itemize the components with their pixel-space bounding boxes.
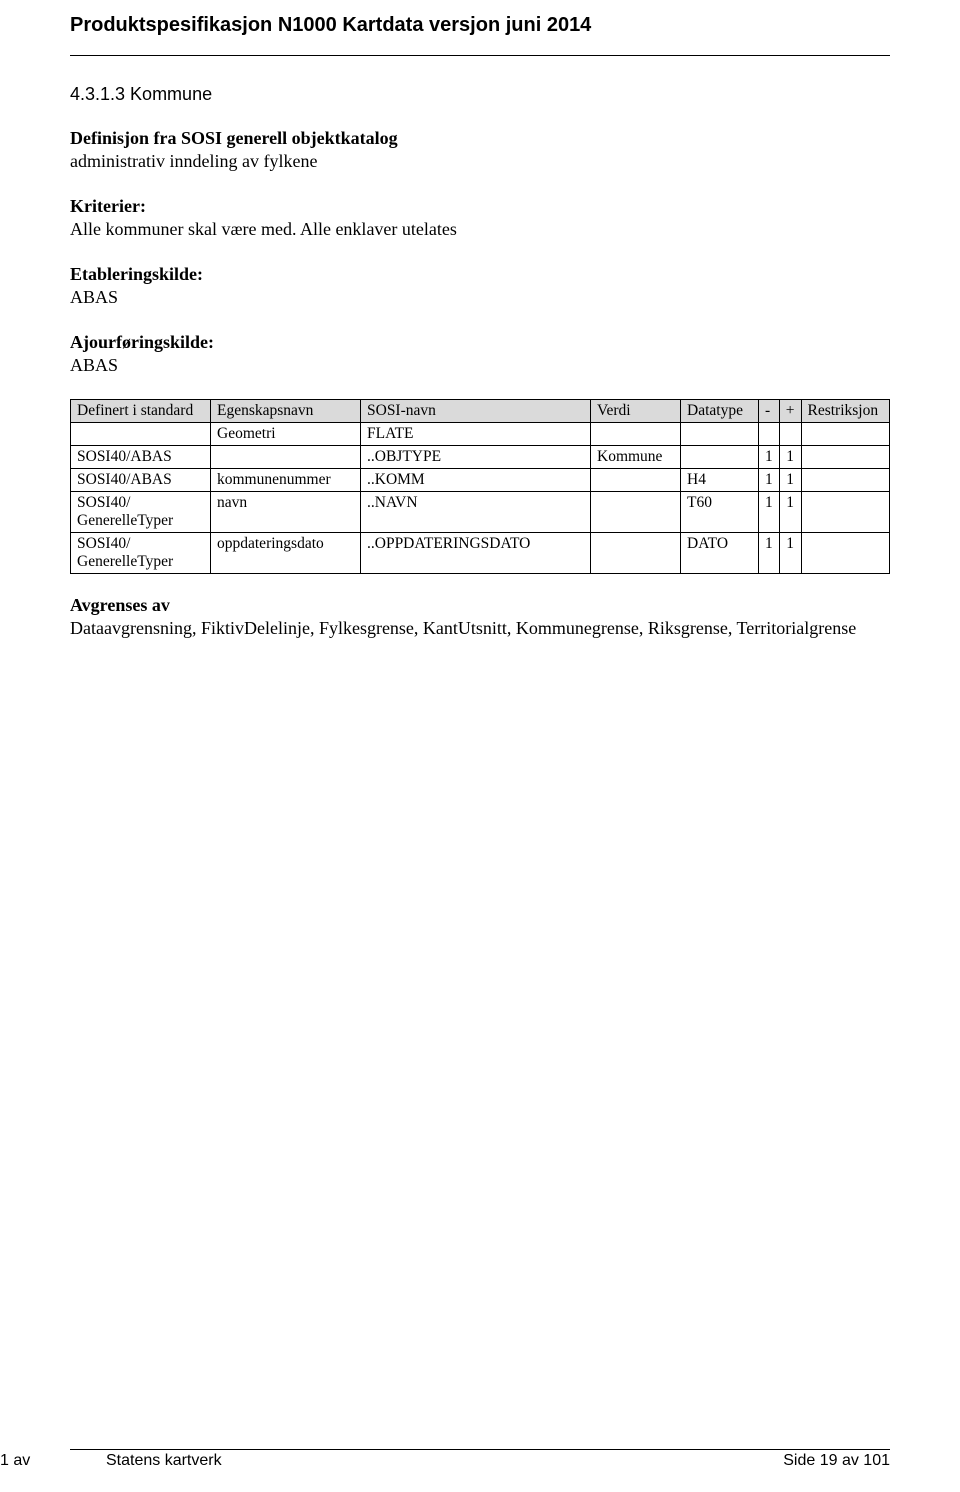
page-footer: Statens kartverk Side 19 av 101 [70,1449,890,1470]
footer-rule [70,1449,890,1450]
th-minus: - [759,400,780,423]
table-cell: ..KOMM [361,469,591,492]
table-cell: ..NAVN [361,492,591,533]
table-row: SOSI40/ABASkommunenummer..KOMMH411 [71,469,890,492]
table-cell [681,423,759,446]
table-header-row: Definert i standard Egenskapsnavn SOSI-n… [71,400,890,423]
ajour-heading: Ajourføringskilde: [70,331,890,354]
table-cell: SOSI40/ GenerelleTyper [71,492,211,533]
table-cell [801,492,890,533]
avgrenses-text: Dataavgrensning, FiktivDelelinje, Fylkes… [70,617,890,640]
footer-left-extra: 1 av [0,1452,30,1470]
table-cell: H4 [681,469,759,492]
table-cell [591,423,681,446]
footer-left: Statens kartverk [70,1452,222,1470]
table-cell: ..OPPDATERINGSDATO [361,533,591,574]
table-cell: 1 [779,446,801,469]
definition-text: administrativ inndeling av fylkene [70,150,890,173]
definition-heading: Definisjon fra SOSI generell objektkatal… [70,127,890,150]
table-cell: navn [211,492,361,533]
table-cell [801,446,890,469]
avgrenses-heading: Avgrenses av [70,594,890,617]
table-cell [759,423,780,446]
kriterier-block: Kriterier: Alle kommuner skal være med. … [70,195,890,241]
table-cell [801,469,890,492]
header-rule [70,55,890,56]
definition-block: Definisjon fra SOSI generell objektkatal… [70,127,890,173]
table-cell: 1 [759,469,780,492]
table-cell [681,446,759,469]
table-cell [591,492,681,533]
table-cell [801,423,890,446]
ajour-text: ABAS [70,354,890,377]
footer-right: Side 19 av 101 [783,1452,890,1470]
table-cell: T60 [681,492,759,533]
table-cell [71,423,211,446]
table-cell [779,423,801,446]
etablering-text: ABAS [70,286,890,309]
kriterier-heading: Kriterier: [70,195,890,218]
table-cell [801,533,890,574]
doc-title: Produktspesifikasjon N1000 Kartdata vers… [70,14,890,37]
table-cell: kommunenummer [211,469,361,492]
table-cell: oppdateringsdato [211,533,361,574]
section-number: 4.3.1.3 Kommune [70,84,890,105]
table-cell: ..OBJTYPE [361,446,591,469]
table-row: SOSI40/ABAS ..OBJTYPEKommune 11 [71,446,890,469]
table-cell: 1 [779,469,801,492]
table-row: SOSI40/ GenerelleTypernavn..NAVNT6011 [71,492,890,533]
th-egenskap: Egenskapsnavn [211,400,361,423]
table-row: GeometriFLATE [71,423,890,446]
table-cell: 1 [759,533,780,574]
table-cell: Kommune [591,446,681,469]
table-cell: SOSI40/ABAS [71,469,211,492]
th-verdi: Verdi [591,400,681,423]
kriterier-text: Alle kommuner skal være med. Alle enklav… [70,218,890,241]
attribute-table: Definert i standard Egenskapsnavn SOSI-n… [70,399,890,574]
table-cell: SOSI40/ABAS [71,446,211,469]
th-definert: Definert i standard [71,400,211,423]
etablering-block: Etableringskilde: ABAS [70,263,890,309]
table-cell: 1 [759,446,780,469]
table-cell [211,446,361,469]
th-plus: + [779,400,801,423]
table-cell [591,469,681,492]
table-cell: 1 [779,492,801,533]
th-datatype: Datatype [681,400,759,423]
table-row: SOSI40/ GenerelleTyperoppdateringsdato..… [71,533,890,574]
th-sosi: SOSI-navn [361,400,591,423]
table-cell: 1 [759,492,780,533]
table-cell: FLATE [361,423,591,446]
table-cell: Geometri [211,423,361,446]
table-cell: DATO [681,533,759,574]
avgrenses-block: Avgrenses av Dataavgrensning, FiktivDele… [70,594,890,640]
table-cell: SOSI40/ GenerelleTyper [71,533,211,574]
etablering-heading: Etableringskilde: [70,263,890,286]
ajour-block: Ajourføringskilde: ABAS [70,331,890,377]
table-cell: 1 [779,533,801,574]
th-restriksjon: Restriksjon [801,400,890,423]
table-cell [591,533,681,574]
